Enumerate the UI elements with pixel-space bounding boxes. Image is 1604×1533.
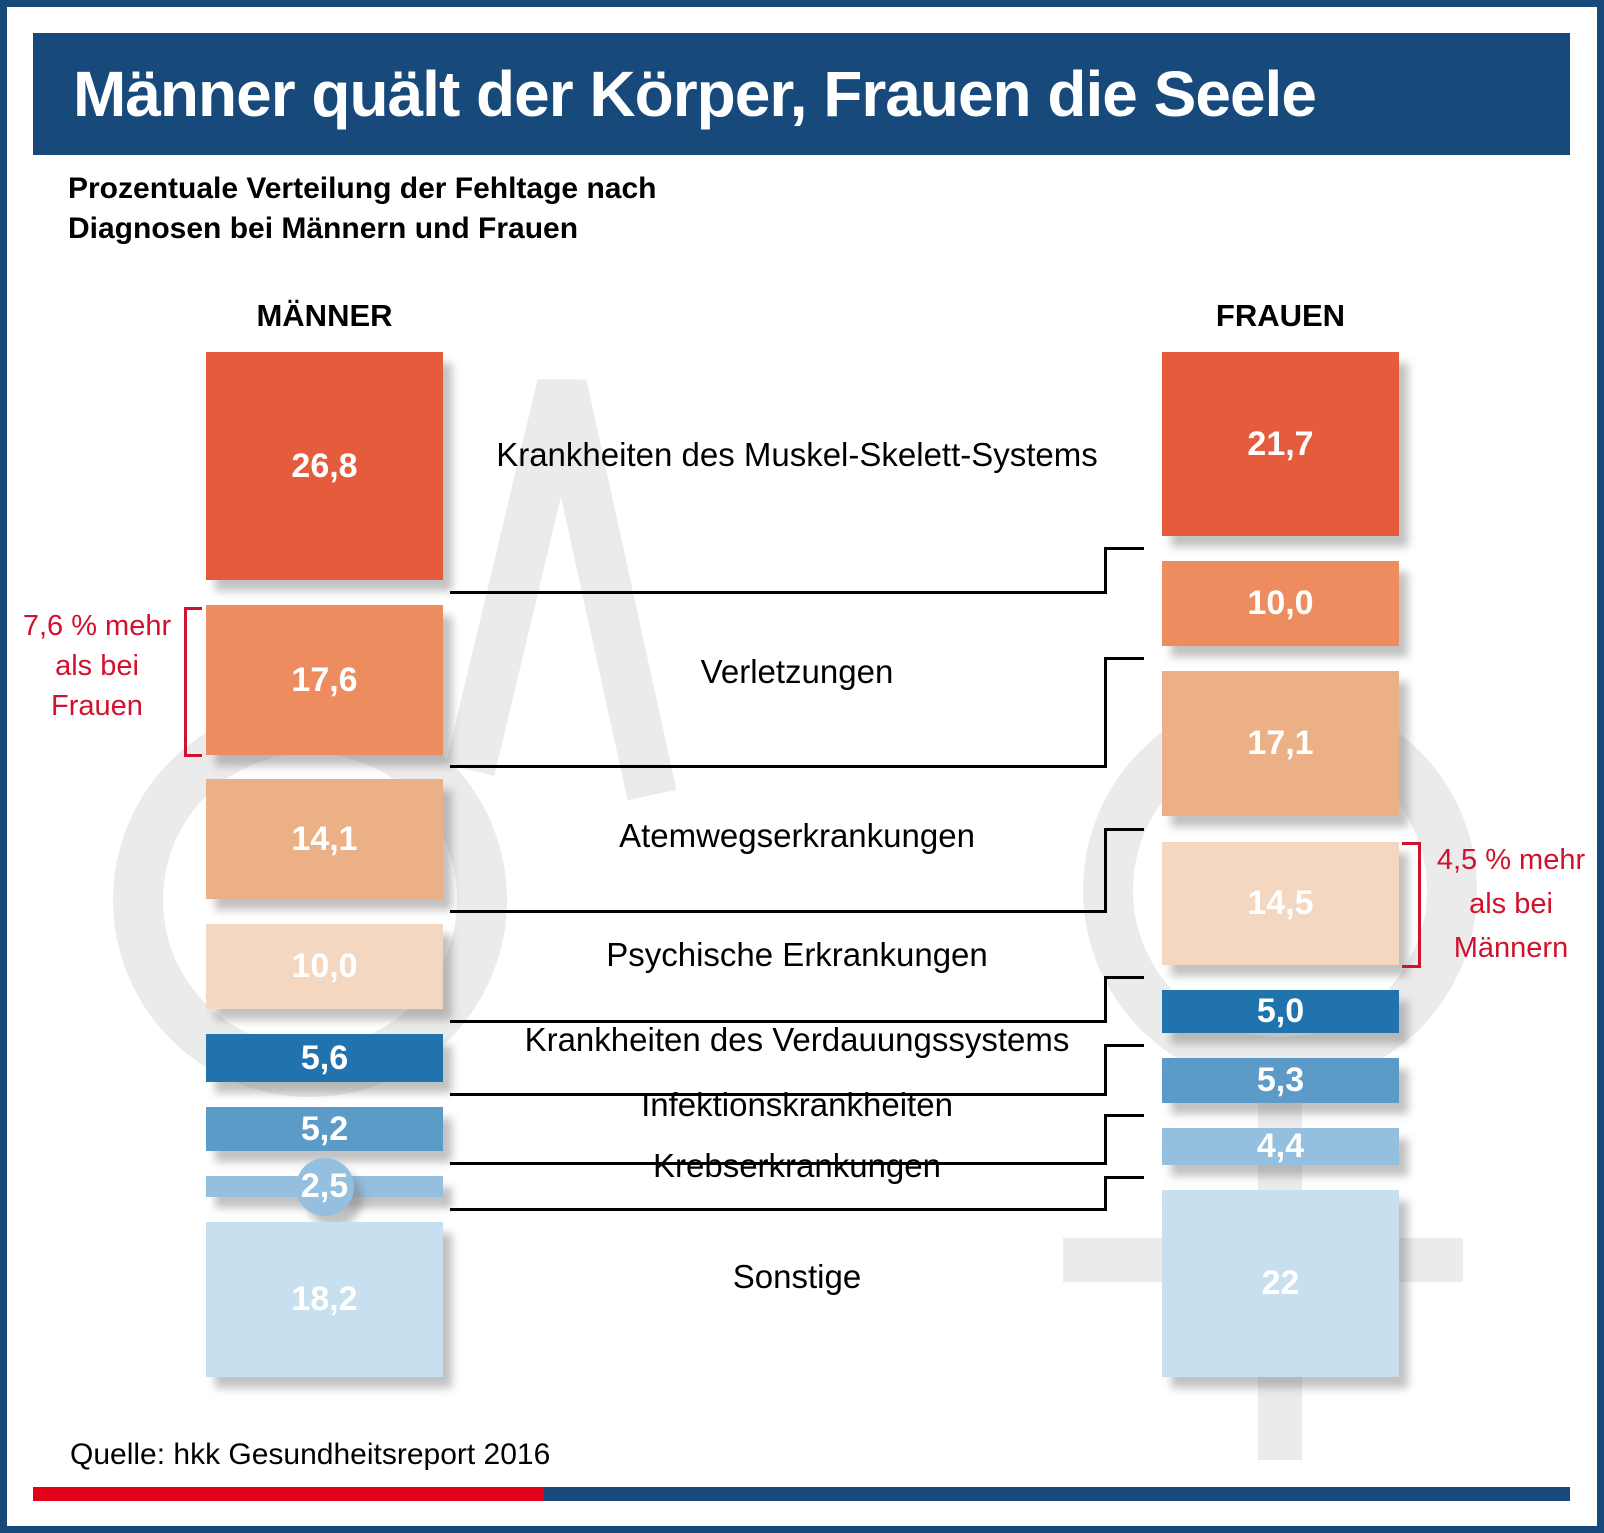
bar-value-label: 5,6 [300,1038,349,1077]
bar-value-label: 18,2 [291,1280,358,1318]
bar-men-5: 5,2 [206,1107,443,1151]
category-label-5: Infektionskrankheiten [641,1086,953,1123]
bar-men-2: 14,1 [206,779,443,899]
bar-women-1: 10,0 [1162,561,1399,646]
column-header-frauen: FRAUEN [1215,298,1346,333]
bar-women-0: 21,7 [1162,352,1399,536]
bar-men-0: 26,8 [206,352,443,580]
bar-value-badge [295,1158,354,1216]
annotation-line: als bei [55,650,139,682]
annotation-bracket-left-tick [184,754,202,757]
connector-line [1104,976,1107,1023]
bar-value-label: 5,3 [1256,1061,1305,1099]
column-header-maenner: MÄNNER [256,298,393,333]
bar-value-label: 2,5 [300,1167,349,1205]
category-label-6: Krebserkrankungen [652,1147,941,1184]
connector-line [450,765,1107,768]
bar-value-label: 26,8 [291,446,358,485]
annotation-line: Frauen [51,690,143,722]
bar-men-3: 10,0 [206,924,443,1009]
bar-value-label: 17,6 [291,660,358,699]
connector-line [1104,1044,1144,1047]
subtitle-line-1: Prozentuale Verteilung der Fehltage nach [68,172,657,205]
annotation-bracket-left-tick [184,607,202,610]
connector-line [1104,657,1107,768]
annotation-bracket-right [1418,842,1421,968]
page-title: Männer quält der Körper, Frauen die Seel… [73,58,1317,130]
bar-value-label: 17,1 [1247,724,1314,762]
bar-value-label: 10,0 [1247,584,1314,622]
bar-women-3: 14,5 [1162,842,1399,965]
bar-women-5: 5,3 [1162,1058,1399,1103]
connector-line [1104,828,1144,831]
connector-line [450,1020,1107,1023]
annotation-women-psych: 4,5 % mehr als bei Männern [1428,838,1594,970]
bar-women-6: 4,4 [1162,1127,1399,1165]
connector-line [450,591,1107,594]
bar-men-1: 17,6 [206,605,443,755]
connector-line [1104,1114,1107,1165]
category-label-2: Atemwegserkrankungen [619,817,975,854]
bar-men-4: 5,6 [206,1034,443,1082]
annotation-bracket-left [184,607,187,757]
annotation-line: Männern [1453,932,1569,964]
connector-line [1104,657,1144,660]
category-label-1: Verletzungen [700,653,894,690]
bar-value-label: 21,7 [1247,424,1314,463]
bar-value-label: 10,0 [291,947,358,985]
connector-line [1104,1114,1144,1117]
annotation-line: als bei [1469,888,1553,920]
category-label-3: Psychische Erkrankungen [606,936,988,973]
connector-line [1104,547,1144,550]
connector-line [450,1093,1107,1096]
connector-line [1104,828,1107,913]
connector-line [1104,1176,1144,1179]
annotation-line: 4,5 % mehr [1436,844,1586,876]
annotation-men-injuries: 7,6 % mehr als bei Frauen [16,606,178,726]
footer-strip-blue [544,1487,1570,1501]
mars-symbol-arrow-icon [445,379,677,801]
bar-men-7: 18,2 [206,1222,443,1377]
bar-women-7: 22 [1162,1190,1399,1377]
category-label-7: Sonstige [732,1258,862,1295]
source-text: Quelle: hkk Gesundheitsreport 2016 [70,1438,551,1471]
bar-value-label: 4,4 [1256,1127,1305,1165]
bar-men-6: 2,5 [206,1158,443,1216]
bar-value-label: 22 [1261,1264,1300,1302]
connector-line [450,1162,1107,1165]
bar-value-label: 14,5 [1247,884,1314,922]
category-label-4: Krankheiten des Verdauungssystems [524,1021,1070,1058]
bar-value-label: 5,0 [1256,992,1305,1030]
annotation-bracket-right-tick [1402,965,1421,968]
subtitle-line-2: Diagnosen bei Männern und Frauen [68,212,579,245]
category-label-0: Krankheiten des Muskel-Skelett-Systems [496,436,1098,473]
connector-line [1104,976,1144,979]
annotation-bracket-right-tick [1402,842,1421,845]
connector-line [1104,547,1107,593]
bar-women-2: 17,1 [1162,671,1399,816]
title-bar: Männer quält der Körper, Frauen die Seel… [33,33,1570,155]
footer-strip-red [33,1487,544,1501]
connector-line [1104,1176,1107,1211]
connector-line [1104,1044,1107,1096]
bar-value-label: 5,2 [300,1109,349,1148]
bar-value-label: 14,1 [291,819,358,858]
bar-women-4: 5,0 [1162,990,1399,1033]
annotation-line: 7,6 % mehr [22,610,172,642]
connector-line [450,1208,1107,1211]
connector-line [450,910,1107,913]
